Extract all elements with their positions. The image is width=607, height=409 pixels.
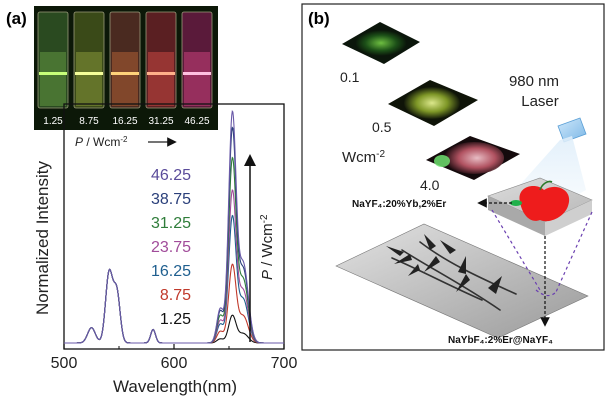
laser-label: Laser <box>521 93 559 110</box>
power-label: 1.25 <box>160 311 191 328</box>
material-bottom-label: NaYbF₄:2%Er@NaYF₄ <box>448 335 553 346</box>
vial-power-label: 16.25 <box>112 116 137 127</box>
power-level-2: 0.5 <box>372 119 392 135</box>
y-axis-label: Normalized Intensity <box>33 161 52 316</box>
vial-power-label: 31.25 <box>148 116 173 127</box>
vial-power-label: 1.25 <box>43 116 63 127</box>
panel-a-label: (a) <box>6 9 27 28</box>
power-label: 38.75 <box>151 191 191 208</box>
power-level-3: 4.0 <box>420 177 440 193</box>
vial-inset: 1.25 8.75 16.25 31.25 46.25 <box>34 6 218 130</box>
vial-power-label: 46.25 <box>184 116 209 127</box>
inset-power-axis: P / Wcm-2 <box>75 135 172 150</box>
material-top-label: NaYF₄:20%Yb,2%Er <box>352 199 446 210</box>
x-tick-label: 700 <box>271 355 298 372</box>
vial-power-label: 8.75 <box>79 116 99 127</box>
svg-text:P / Wcm-2: P / Wcm-2 <box>75 135 128 150</box>
power-label: 31.25 <box>151 215 191 232</box>
power-increase-arrow: P / Wcm-2 <box>250 160 276 342</box>
laser-wavelength: 980 nm <box>509 73 559 90</box>
power-label: 46.25 <box>151 167 191 184</box>
x-tick-label: 600 <box>161 355 188 372</box>
svg-text:P / Wcm-2: P / Wcm-2 <box>259 214 277 280</box>
power-label: 23.75 <box>151 239 191 256</box>
panel-b-label: (b) <box>308 9 330 28</box>
x-tick-label: 500 <box>51 355 78 372</box>
x-axis-label: Wavelength(nm) <box>113 377 237 396</box>
power-level-1: 0.1 <box>340 69 360 85</box>
power-labels: 46.25 38.75 31.25 23.75 16.25 8.75 1.25 <box>151 167 191 328</box>
power-label: 16.25 <box>151 263 191 280</box>
power-label: 8.75 <box>160 287 191 304</box>
